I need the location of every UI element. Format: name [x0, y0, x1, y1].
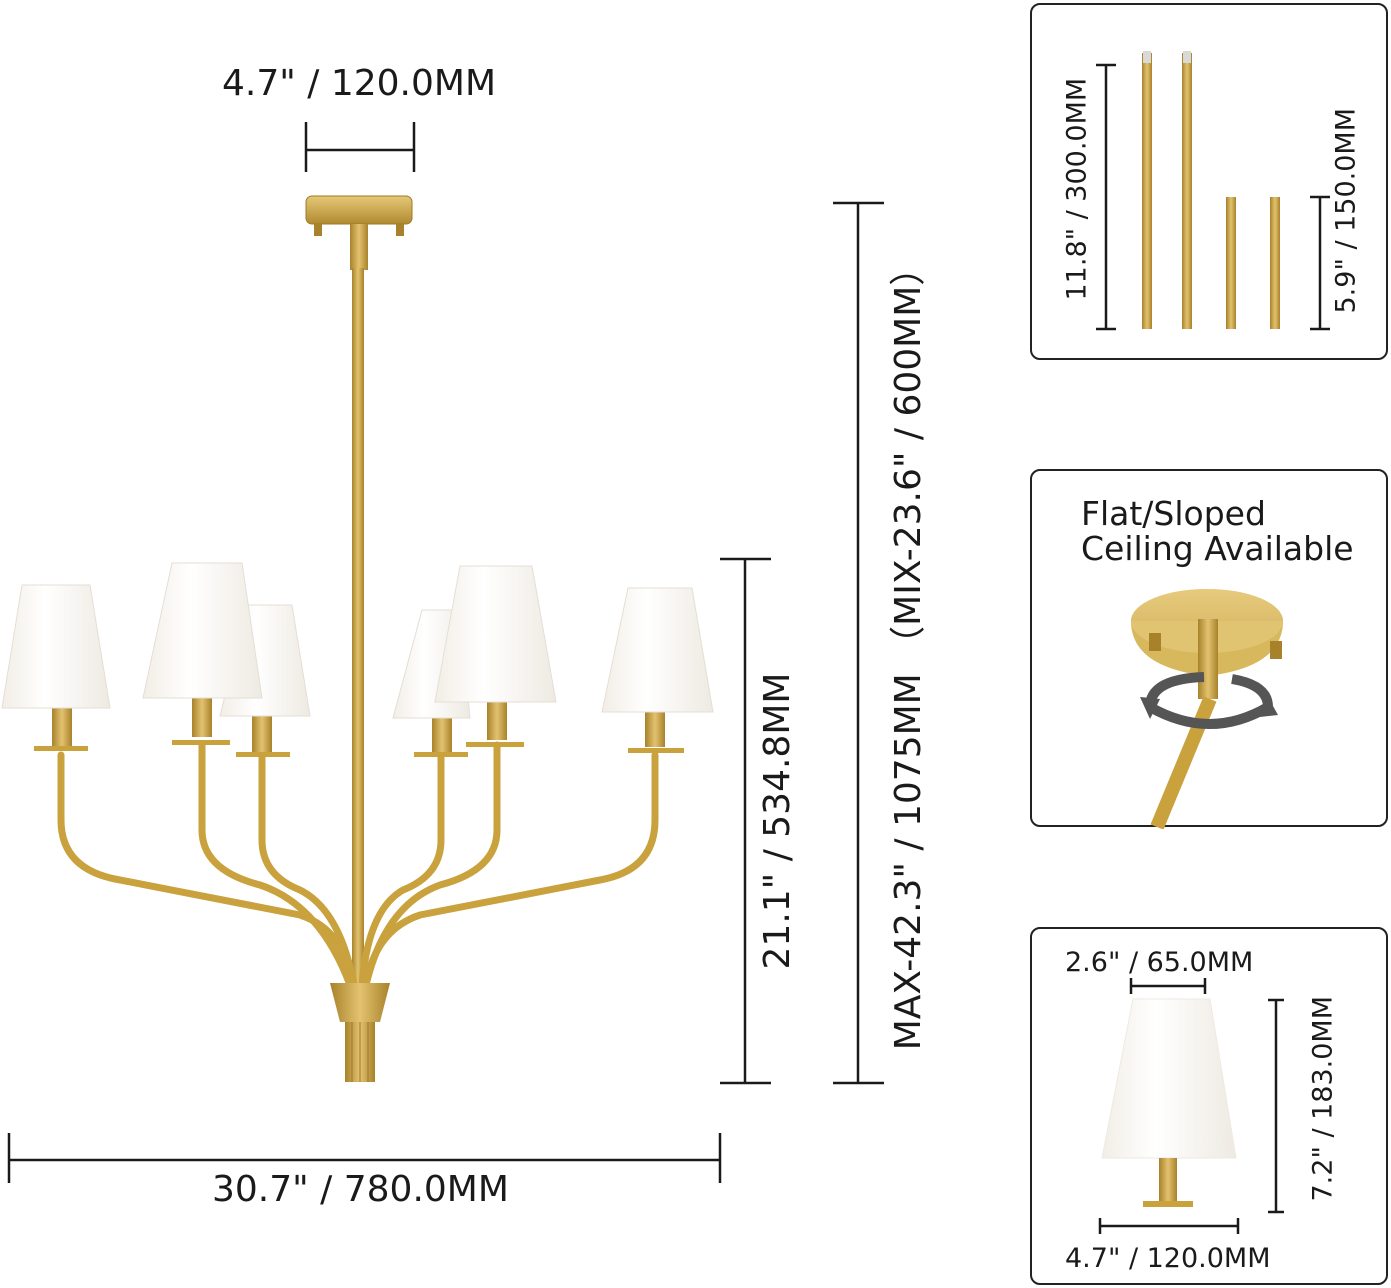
body-height-label: 21.1" / 534.8MM: [757, 672, 798, 970]
shade-top-width-line: [1129, 978, 1207, 994]
long-rods: [1142, 51, 1192, 329]
shade-bottom-width-line: [1098, 1218, 1240, 1234]
extension-rods-panel: 11.8" / 300.0MM 5.9" / 150.0MM: [1030, 3, 1388, 360]
short-rod-length-label: 5.9" / 150.0MM: [1330, 107, 1362, 314]
canopy: [305, 195, 413, 270]
stem-rod: [352, 268, 364, 988]
short-rods: [1226, 197, 1280, 329]
shade-height-line: [1268, 998, 1284, 1214]
rotate-arrows-icon: [1140, 672, 1278, 729]
ceiling-panel: Flat/Sloped Ceiling Available: [1030, 469, 1388, 829]
shade-dimension-panel: 2.6" / 65.0MM 4.7" / 120.0MM 7.2" / 183.…: [1030, 927, 1388, 1285]
shade-top-width-label: 2.6" / 65.0MM: [1065, 947, 1254, 978]
ceiling-title-line2: Ceiling Available: [1081, 529, 1354, 568]
ceiling-title-line1: Flat/Sloped: [1081, 494, 1266, 533]
center-cup: [330, 983, 390, 1082]
lamp-shades: [1, 562, 714, 719]
total-width-label: 30.7" / 780.0MM: [212, 1169, 509, 1210]
sloped-canopy: [1131, 589, 1283, 829]
single-socket: [1143, 1158, 1193, 1207]
shade-bottom-width-label: 4.7" / 120.0MM: [1065, 1243, 1271, 1274]
overall-height-label: MAX-42.3" / 1075MM （MIX-23.6" / 600MM）: [888, 249, 929, 1051]
arms: [57, 741, 659, 989]
overall-height-dimension-line: [833, 201, 884, 1085]
short-rod-dimension-line: [1310, 195, 1330, 331]
sloped-canopy-drawing: [1131, 589, 1283, 829]
long-rod-length-label: 11.8" / 300.0MM: [1061, 77, 1093, 301]
canopy-dimension-line: [304, 122, 416, 172]
body-height-dimension-line: [720, 557, 771, 1085]
shade-detail-drawing: [1098, 978, 1284, 1234]
canopy-width-label: 4.7" / 120.0MM: [222, 63, 497, 104]
single-shade: [1101, 998, 1237, 1159]
long-rod-dimension-line: [1096, 63, 1116, 331]
candle-sockets: [34, 695, 684, 757]
extension-rods-drawing: [1096, 51, 1330, 331]
total-width-dimension-line: [7, 1133, 722, 1183]
